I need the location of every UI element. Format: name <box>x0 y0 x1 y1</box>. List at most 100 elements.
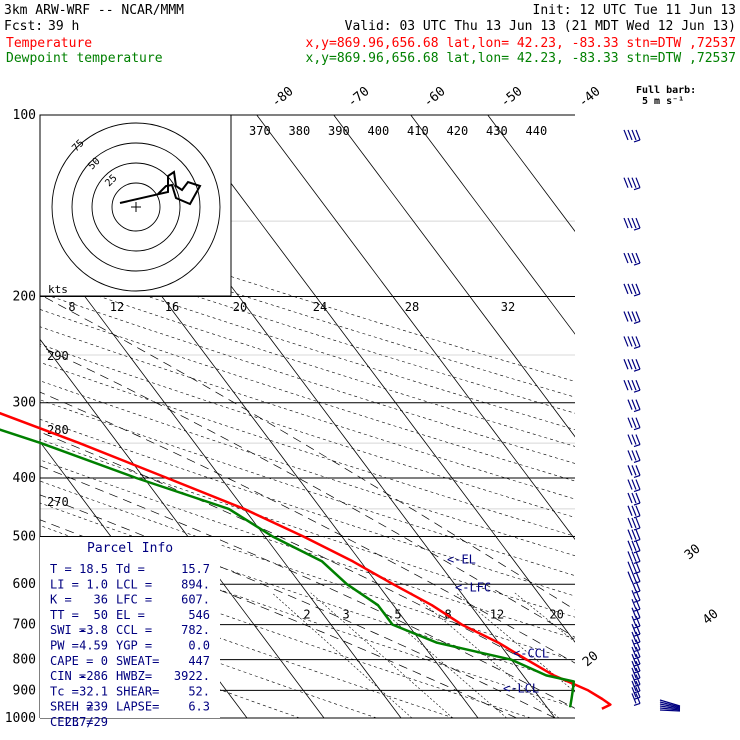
wind-barb-flag <box>631 639 637 650</box>
wind-barb-flag <box>631 359 637 370</box>
wind-barb-flag <box>631 505 637 517</box>
wind-barb-flag <box>635 571 641 582</box>
wind-barb <box>627 551 641 565</box>
parcel-info-title: Parcel Info <box>87 541 173 556</box>
isotherm <box>256 115 575 540</box>
wind-barb-flag <box>627 465 633 476</box>
wind-barb-flag <box>659 701 681 708</box>
parcel-info-value: 237/29 <box>65 715 108 729</box>
parcel-level-marker: <-LCL <box>503 682 539 696</box>
parcel-info-key: CCL = <box>116 623 152 637</box>
parcel-info-value: 4.59 <box>79 639 108 653</box>
wind-barb-staff <box>633 345 641 350</box>
wind-barb-flag <box>631 561 637 572</box>
wind-barb-staff <box>633 515 641 519</box>
wind-barb <box>627 479 641 493</box>
temperature-line <box>0 411 612 710</box>
wind-barb <box>623 252 641 266</box>
wind-barb-flag <box>635 639 641 650</box>
wind-barb-flag <box>635 399 641 410</box>
wind-barb-flag <box>631 311 637 322</box>
wind-barb-flag <box>635 660 641 672</box>
wind-barb <box>623 129 641 143</box>
wind-barb-flag <box>623 311 629 322</box>
hodograph-units: kts <box>48 283 68 296</box>
wind-barb-flag <box>623 379 629 391</box>
parcel-info-panel: Parcel Info T = 18.5 Td = 15.7 LI = 1.0 LCL = 89… <box>40 537 220 729</box>
wind-barb-staff <box>633 262 641 266</box>
pressure-label: 800 <box>13 653 36 668</box>
dewpoint-location: x,y=869.96,656.68 lat,lon= 42.23, -83.33… <box>306 51 736 66</box>
parcel-info-key: TT = <box>50 608 79 622</box>
parcel-info-value: 18.5 <box>79 562 108 576</box>
isotherm-label: -80 <box>269 84 297 111</box>
wind-barb-staff <box>633 459 641 464</box>
speed-label: 16 <box>165 300 179 314</box>
wind-barb-staff <box>633 368 641 372</box>
wind-barb-staff <box>633 550 641 554</box>
theta-left-label: 290 <box>47 349 69 363</box>
dry-adiabat <box>40 228 575 398</box>
isotherm-label: -50 <box>498 84 526 111</box>
wind-barb-flag <box>635 540 641 551</box>
wind-barb-flag <box>635 336 641 347</box>
wind-barb-staff <box>633 389 641 393</box>
wind-barb-staff <box>633 320 641 325</box>
wind-barb <box>627 540 641 554</box>
wind-barb <box>627 434 641 448</box>
wind-barb-staff <box>633 139 641 143</box>
speed-label: 24 <box>313 300 327 314</box>
wind-barb-flag <box>635 417 641 428</box>
wind-barb-flag <box>631 631 637 643</box>
wind-barb-flag <box>627 399 633 410</box>
wind-barb-flag <box>631 450 637 461</box>
wind-barb-flag <box>631 529 637 540</box>
wind-barb-flag <box>635 667 641 679</box>
wind-barb <box>623 177 641 191</box>
wind-barb-flag <box>635 687 641 698</box>
wind-barb-flag <box>627 283 633 295</box>
wind-barb <box>631 680 641 694</box>
moist-adiabat <box>40 519 517 718</box>
isotherm <box>410 115 575 335</box>
wind-barb <box>627 517 641 531</box>
wind-barb-flag <box>635 177 641 188</box>
wind-barb-flag <box>627 505 633 517</box>
wind-barb-flag <box>635 646 641 658</box>
wind-barb-flag <box>635 653 641 665</box>
barb-legend-title: Full barb: <box>636 85 696 96</box>
dry-adiabat <box>40 459 575 640</box>
wind-barb-flag <box>627 492 633 504</box>
isotherm <box>333 115 575 438</box>
theta-label: 420 <box>447 124 469 138</box>
wind-barb-flag <box>627 379 633 391</box>
wind-barb-flag <box>623 217 629 229</box>
wind-barb <box>623 359 641 372</box>
parcel-info-value: 1.0 <box>86 577 108 591</box>
parcel-info-background <box>40 537 220 718</box>
parcel-info-key: LFC = <box>116 593 152 607</box>
wind-barb-flag <box>631 607 637 618</box>
wind-barb-flag <box>631 479 637 490</box>
wind-barb-flag <box>635 359 641 370</box>
mixing-ratio-line <box>411 592 560 718</box>
parcel-info-value: 447 <box>188 654 210 668</box>
wind-barb-staff <box>633 539 641 543</box>
wind-barb-flag <box>659 705 681 710</box>
parcel-info-key: YGP = <box>116 639 152 653</box>
parcel-info-key: EL = <box>116 608 145 622</box>
wind-barb-staff <box>633 527 641 531</box>
wind-barb-flag <box>627 450 633 461</box>
temperature-legend: Temperature <box>6 36 92 51</box>
parcel-info-value: 546 <box>188 608 210 622</box>
isotherm <box>487 115 575 232</box>
parcel-info-value: 0 <box>101 654 108 668</box>
wind-barb <box>631 660 641 674</box>
wind-barb-flag <box>635 479 641 490</box>
wind-barb-staff <box>633 683 641 688</box>
fcst-value: 39 h <box>48 19 79 34</box>
theta-label: 400 <box>368 124 390 138</box>
wind-barb-flag <box>635 598 641 610</box>
parcel-info-key: T = <box>50 562 72 576</box>
